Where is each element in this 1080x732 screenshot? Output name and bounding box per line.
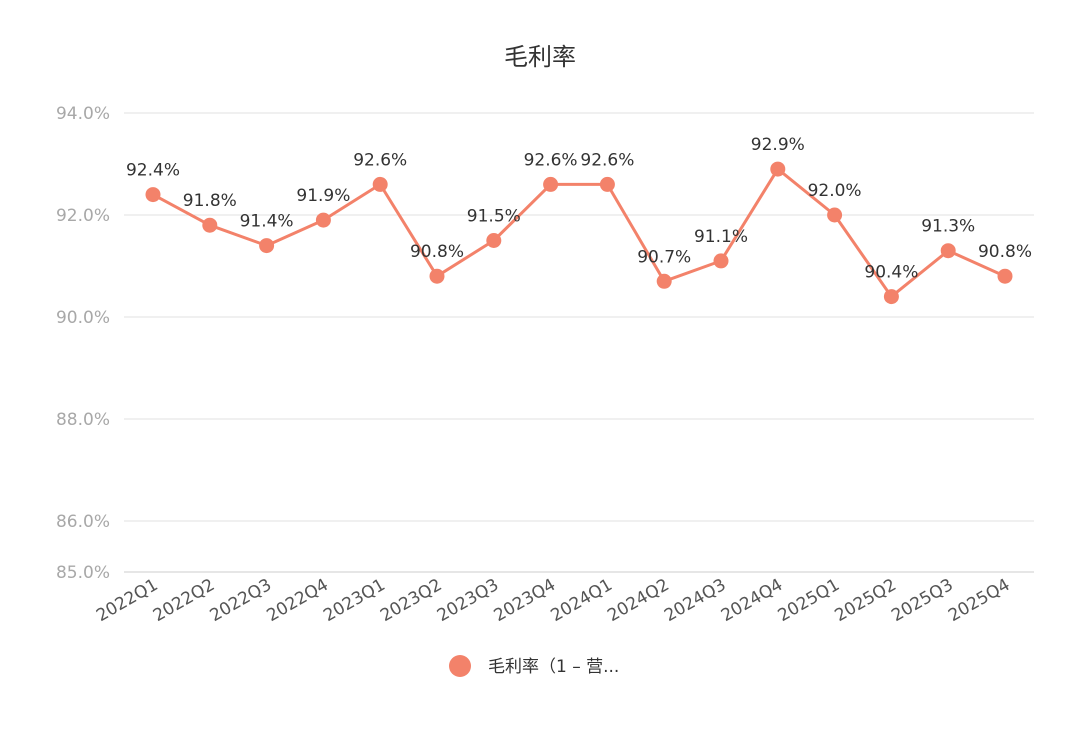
data-point[interactable] <box>145 187 161 203</box>
data-label: 90.8% <box>978 242 1032 262</box>
data-label: 92.9% <box>751 135 805 155</box>
data-label: 91.4% <box>240 212 294 232</box>
x-tick-label: 2025Q4 <box>945 575 1013 626</box>
data-point[interactable] <box>315 212 331 228</box>
x-tick-label: 2024Q3 <box>661 575 729 626</box>
legend-label: 毛利率（1 – 营... <box>488 657 619 677</box>
series-layer <box>145 161 1013 305</box>
x-tick-label: 2024Q2 <box>604 575 672 626</box>
x-axis-ticks: 2022Q12022Q22022Q32022Q42023Q12023Q22023… <box>93 575 1013 626</box>
data-label: 92.4% <box>126 161 180 181</box>
x-tick-label: 2023Q1 <box>320 575 388 626</box>
x-tick-label: 2024Q1 <box>547 575 615 626</box>
data-point[interactable] <box>883 289 899 305</box>
data-label: 92.6% <box>524 150 578 170</box>
y-tick-label: 92.0% <box>56 206 110 226</box>
data-label: 92.6% <box>580 150 634 170</box>
y-axis-ticks: 85.0% 86.0% 88.0% 90.0% 92.0% 94.0% <box>56 104 110 583</box>
data-point[interactable] <box>827 207 843 223</box>
data-point[interactable] <box>372 176 388 192</box>
data-point[interactable] <box>997 268 1013 284</box>
data-point[interactable] <box>429 268 445 284</box>
data-label: 91.1% <box>694 227 748 247</box>
y-tick-label: 85.0% <box>56 563 110 583</box>
data-point[interactable] <box>770 161 786 177</box>
y-tick-label: 90.0% <box>56 308 110 328</box>
data-label: 90.4% <box>864 263 918 283</box>
y-tick-label: 94.0% <box>56 104 110 124</box>
data-point[interactable] <box>259 238 275 254</box>
data-label: 91.3% <box>921 217 975 237</box>
x-tick-label: 2022Q4 <box>263 575 331 626</box>
series-line <box>152 167 1006 299</box>
data-label: 92.6% <box>353 150 407 170</box>
data-point[interactable] <box>202 217 218 233</box>
data-point[interactable] <box>543 176 559 192</box>
x-tick-label: 2025Q1 <box>775 575 843 626</box>
x-tick-label: 2023Q3 <box>434 575 502 626</box>
y-tick-label: 88.0% <box>56 410 110 430</box>
data-label: 90.7% <box>637 247 691 267</box>
grid-layer <box>124 112 1034 573</box>
data-point[interactable] <box>940 243 956 259</box>
x-tick-label: 2023Q2 <box>377 575 445 626</box>
y-tick-label: 86.0% <box>56 512 110 532</box>
x-tick-label: 2025Q3 <box>888 575 956 626</box>
chart-title: 毛利率 <box>504 43 576 71</box>
data-label: 91.9% <box>296 186 350 206</box>
data-label: 91.5% <box>467 207 521 227</box>
data-label: 90.8% <box>410 242 464 262</box>
data-label: 91.8% <box>183 191 237 211</box>
x-tick-label: 2024Q4 <box>718 575 786 626</box>
data-point[interactable] <box>486 233 502 248</box>
data-point[interactable] <box>713 253 729 269</box>
x-tick-label: 2022Q3 <box>207 575 275 626</box>
x-tick-label: 2025Q2 <box>831 575 899 626</box>
data-labels: 92.4%91.8%91.4%91.9%92.6%90.8%91.5%92.6%… <box>126 135 1032 283</box>
data-label: 92.0% <box>808 181 862 201</box>
x-tick-label: 2023Q4 <box>491 575 559 626</box>
x-tick-label: 2022Q2 <box>150 575 218 626</box>
data-point[interactable] <box>599 176 615 192</box>
legend-marker <box>449 655 471 677</box>
data-point[interactable] <box>656 273 672 289</box>
legend[interactable]: 毛利率（1 – 营... <box>449 655 619 677</box>
